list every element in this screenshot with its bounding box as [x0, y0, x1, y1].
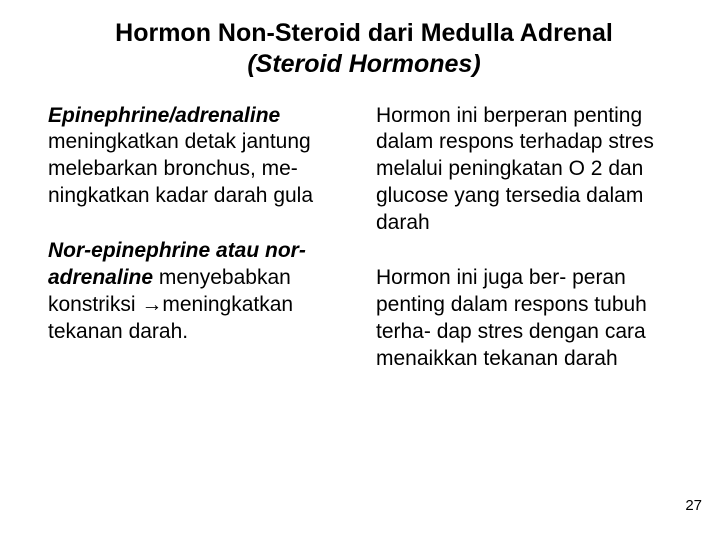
slide: Hormon Non-Steroid dari Medulla Adrenal … [0, 0, 720, 540]
title-line-2: (Steroid Hormones) [48, 49, 680, 80]
left-block-1: Epinephrine/adrenaline meningkatkan deta… [48, 103, 348, 211]
right-column: Hormon ini berperan penting dalam respon… [376, 103, 680, 401]
slide-title: Hormon Non-Steroid dari Medulla Adrenal … [48, 18, 680, 81]
right-block-1: Hormon ini berperan penting dalam respon… [376, 103, 680, 237]
page-number: 27 [685, 497, 702, 514]
epinephrine-body: meningkatkan detak jantung melebarkan br… [48, 130, 313, 207]
epinephrine-lead: Epinephrine/adrenaline [48, 104, 280, 127]
left-block-2: Nor-epinephrine atau nor-adrenaline meny… [48, 238, 348, 346]
right-block-2: Hormon ini juga ber- peran penting dalam… [376, 265, 680, 373]
content-columns: Epinephrine/adrenaline meningkatkan deta… [48, 103, 680, 401]
title-line-1: Hormon Non-Steroid dari Medulla Adrenal [48, 18, 680, 49]
arrow-icon: → [141, 293, 162, 316]
left-column: Epinephrine/adrenaline meningkatkan deta… [48, 103, 348, 401]
